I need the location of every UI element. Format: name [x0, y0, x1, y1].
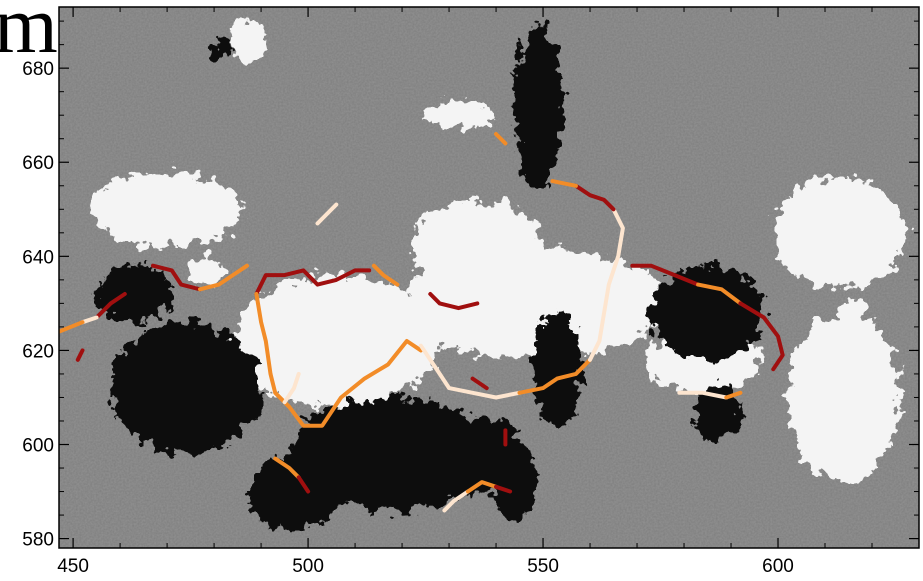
contour-segment-9: [151, 263, 202, 292]
positive-patch-9: [840, 299, 867, 326]
negative-patch-1: [289, 397, 497, 511]
contour-segment-12: [696, 282, 743, 306]
negative-patch-10: [209, 39, 229, 59]
negative-patch-0: [110, 322, 262, 454]
contour-segment-0: [254, 268, 372, 296]
contour-segment-7: [428, 292, 480, 311]
negative-patch-3: [246, 453, 341, 530]
contour-segment-22: [296, 475, 311, 494]
contour-segment-21: [273, 456, 301, 480]
positive-patch-0: [232, 275, 440, 407]
positive-patch-8: [185, 256, 224, 285]
y-tick-label-5: 680: [22, 59, 54, 80]
contour-segment-18: [59, 320, 85, 334]
x-tick-label-3: 600: [762, 556, 794, 577]
y-tick-label-4: 660: [22, 153, 54, 174]
positive-patch-5: [773, 176, 905, 290]
y-tick-label-1: 600: [22, 436, 54, 457]
x-tick-label-1: 500: [292, 556, 324, 577]
contour-segment-3: [517, 357, 592, 395]
positive-patch-4: [91, 171, 243, 247]
contour-segment-1: [254, 292, 423, 428]
axis-ticks: 450 500 550 600 580 600 620 640 660 680: [22, 7, 920, 577]
corner-letter: m: [0, 0, 58, 70]
contour-segment-2: [418, 343, 522, 400]
positive-patch-3: [411, 199, 544, 294]
contour-segment-29: [315, 202, 339, 226]
contour-segment-10: [198, 263, 249, 292]
y-tick-label-0: 580: [22, 530, 54, 551]
contour-segment-8: [371, 263, 400, 287]
contour-segment-15: [724, 390, 743, 400]
negative-patch-8: [96, 265, 172, 323]
contour-segment-13: [738, 301, 785, 372]
contour-segment-25: [494, 484, 513, 494]
negative-patch-4: [514, 21, 562, 191]
plot-frame: [58, 6, 920, 549]
contour-segment-4: [588, 207, 625, 362]
contour-segment-14: [677, 390, 729, 400]
positive-patch-10: [228, 16, 266, 64]
x-tick-label-2: 550: [527, 556, 559, 577]
contour-segment-23: [442, 489, 470, 513]
positive-patch-7: [425, 101, 492, 130]
negative-patch-9: [491, 444, 539, 520]
contour-segment-6: [550, 179, 578, 188]
contour-lines: [59, 132, 785, 513]
negative-patch-5: [533, 312, 581, 426]
positive-patch-6: [787, 312, 901, 483]
contour-segment-16: [94, 292, 127, 320]
y-tick-label-2: 620: [22, 341, 54, 362]
contour-segment-17: [80, 315, 99, 325]
contour-segment-11: [630, 263, 701, 287]
polarity-patches: [91, 16, 905, 530]
negative-patch-6: [651, 265, 764, 360]
x-tick-label-0: 450: [57, 556, 89, 577]
contour-segment-24: [465, 480, 498, 494]
contour-segment-19: [75, 348, 85, 362]
contour-segment-20: [282, 371, 301, 405]
contour-segment-5: [573, 183, 616, 212]
y-tick-label-3: 640: [22, 247, 54, 268]
contour-segment-28: [494, 132, 508, 146]
contour-segment-26: [470, 376, 489, 391]
